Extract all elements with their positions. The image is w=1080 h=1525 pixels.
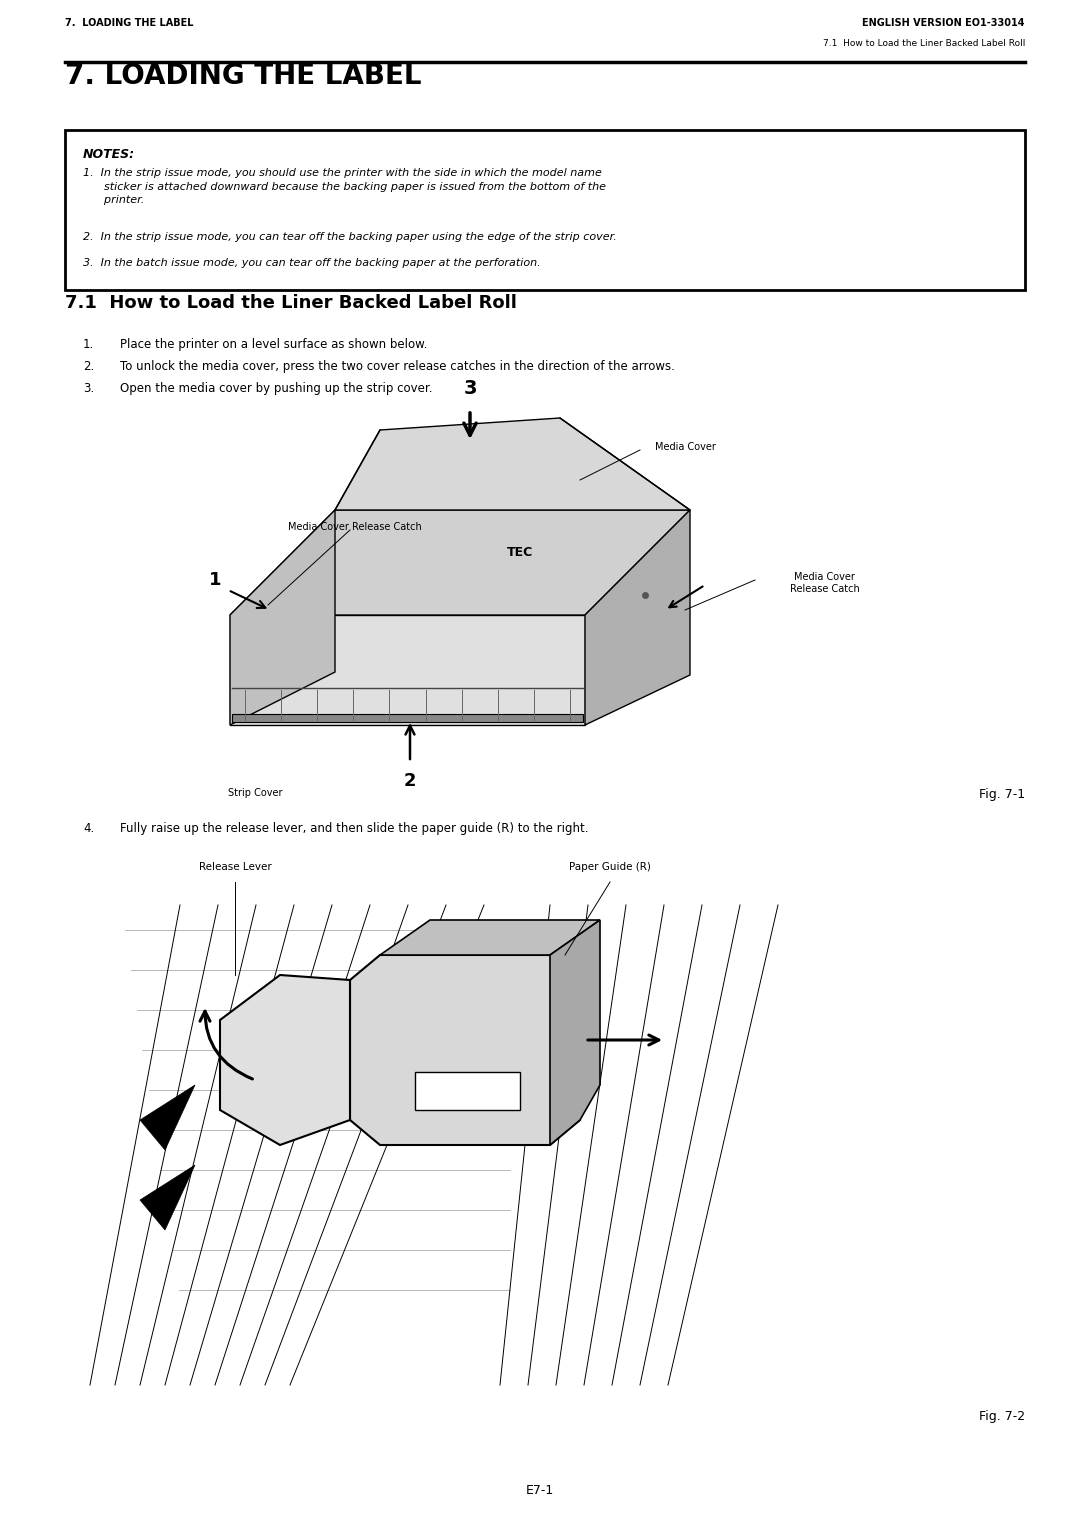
Text: 3: 3	[463, 380, 476, 398]
Polygon shape	[140, 1165, 195, 1231]
Text: 3.  In the batch issue mode, you can tear off the backing paper at the perforati: 3. In the batch issue mode, you can tear…	[83, 258, 541, 268]
Text: 7.1  How to Load the Liner Backed Label Roll: 7.1 How to Load the Liner Backed Label R…	[823, 40, 1025, 47]
Text: 1.  In the strip issue mode, you should use the printer with the side in which t: 1. In the strip issue mode, you should u…	[83, 168, 606, 206]
Text: Fig. 7-2: Fig. 7-2	[978, 1411, 1025, 1423]
Text: Release Lever: Release Lever	[199, 862, 271, 872]
Polygon shape	[230, 509, 335, 724]
Polygon shape	[380, 920, 600, 955]
Bar	[232, 714, 583, 721]
Text: TEC: TEC	[507, 546, 534, 558]
Text: 1: 1	[208, 570, 221, 589]
Text: ENGLISH VERSION EO1-33014: ENGLISH VERSION EO1-33014	[863, 18, 1025, 27]
Text: Paper Guide (R): Paper Guide (R)	[569, 862, 651, 872]
Text: To unlock the media cover, press the two cover release catches in the direction : To unlock the media cover, press the two…	[120, 360, 675, 374]
Polygon shape	[335, 418, 690, 509]
Text: NOTES:: NOTES:	[83, 148, 135, 162]
Polygon shape	[140, 1084, 195, 1150]
Text: E7-1: E7-1	[526, 1484, 554, 1496]
Text: 2.  In the strip issue mode, you can tear off the backing paper using the edge o: 2. In the strip issue mode, you can tear…	[83, 232, 617, 242]
Bar	[65, 130, 1025, 290]
Text: 2.: 2.	[83, 360, 94, 374]
Polygon shape	[350, 955, 580, 1145]
Text: 7.1  How to Load the Liner Backed Label Roll: 7.1 How to Load the Liner Backed Label R…	[65, 294, 517, 313]
Text: Open the media cover by pushing up the strip cover.: Open the media cover by pushing up the s…	[120, 381, 432, 395]
Text: 4.: 4.	[83, 822, 94, 836]
Bar	[415, 1072, 519, 1110]
Text: 1.: 1.	[83, 339, 94, 351]
Text: Media Cover
Release Catch: Media Cover Release Catch	[789, 572, 860, 593]
Text: Fully raise up the release lever, and then slide the paper guide (R) to the righ: Fully raise up the release lever, and th…	[120, 822, 589, 836]
Text: 7. LOADING THE LABEL: 7. LOADING THE LABEL	[65, 63, 421, 90]
Text: Media Cover Release Catch: Media Cover Release Catch	[288, 522, 422, 532]
Text: Strip Cover: Strip Cover	[228, 788, 282, 798]
Text: Media Cover: Media Cover	[654, 442, 715, 451]
Text: 3.: 3.	[83, 381, 94, 395]
Polygon shape	[585, 509, 690, 724]
Text: 7.  LOADING THE LABEL: 7. LOADING THE LABEL	[65, 18, 193, 27]
Polygon shape	[220, 974, 350, 1145]
Polygon shape	[550, 920, 600, 1145]
Text: Fig. 7-1: Fig. 7-1	[978, 788, 1025, 801]
Text: 2: 2	[404, 772, 416, 790]
Polygon shape	[230, 615, 585, 724]
Text: Place the printer on a level surface as shown below.: Place the printer on a level surface as …	[120, 339, 428, 351]
Polygon shape	[230, 509, 690, 615]
